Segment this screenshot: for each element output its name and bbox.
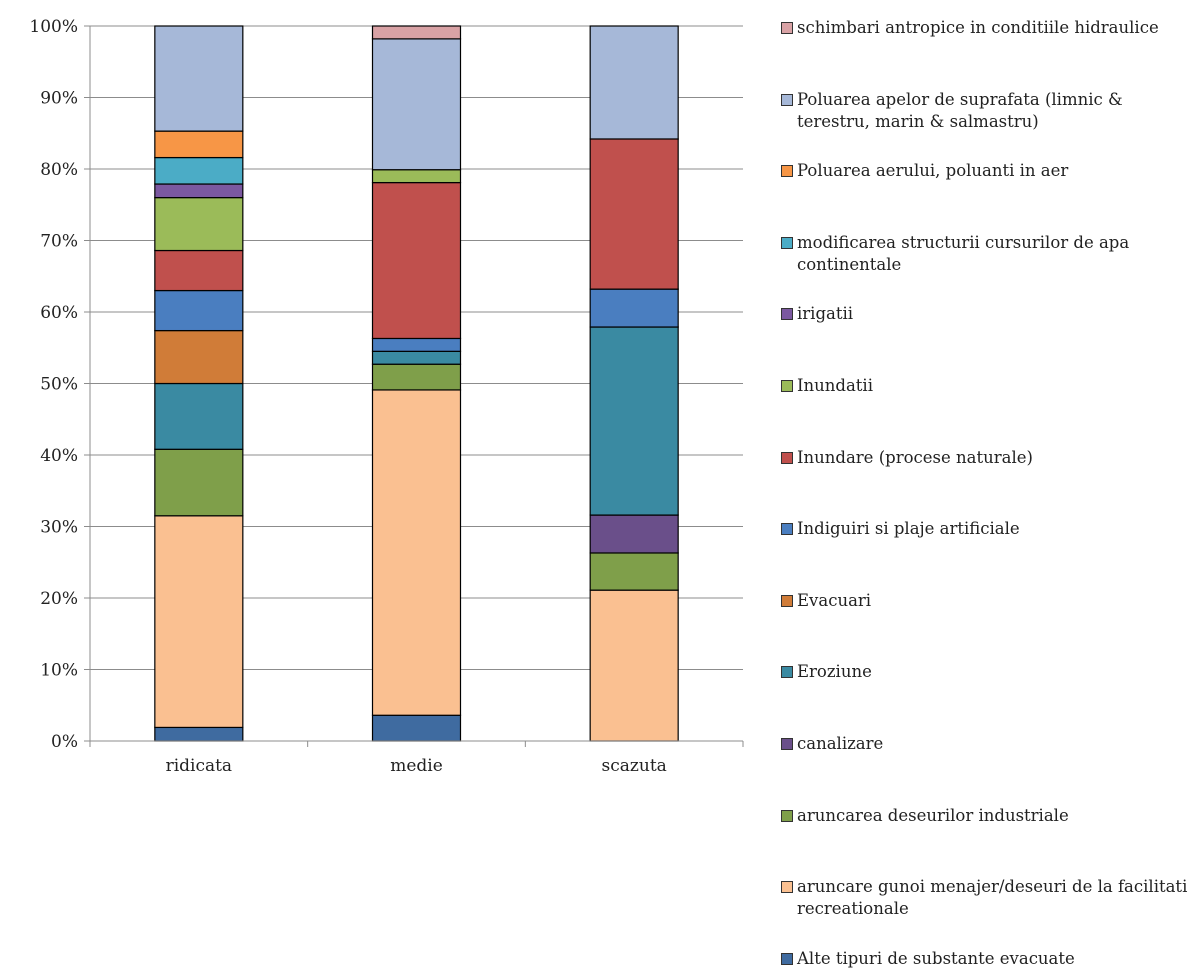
bar-segment [589,552,679,591]
y-tick-label: 100% [29,17,78,37]
bar-segment [371,181,462,340]
legend-swatch [781,380,793,392]
legend-swatch [781,594,793,607]
legend-item: schimbari antropice in conditiile hidrau… [781,17,1189,39]
legend-label: aruncarea deseurilor industriale [797,805,1069,825]
legend-label: Indiguiri si plaje artificiale [797,519,1020,539]
legend-swatch [781,738,793,750]
legend-label: Poluarea aerului, poluanti in aer [797,161,1069,181]
legend-swatch [781,165,793,178]
bar-segment [154,448,244,517]
legend-item: Inundare (procese naturale) [781,447,1189,469]
bar-segment [371,38,462,171]
legend: schimbari antropice in conditiile hidrau… [781,17,1195,968]
legend-item: aruncarea deseurilor industriale [781,805,1189,827]
y-tick-label: 90% [40,89,78,109]
legend-item: Inundatii [781,375,1189,397]
y-tick-label: 80% [40,160,78,180]
y-tick-label: 0% [51,732,78,752]
legend-swatch [781,666,793,679]
bar-segment [154,329,244,385]
legend-label: canalizare [797,734,884,753]
legend-swatch [781,93,793,106]
legend-swatch [781,809,793,822]
bar-segment [589,138,679,290]
legend-swatch [781,881,793,894]
legend-item: modificarea structurii cursurilor de apa… [781,232,1189,276]
bar-segment [154,249,244,292]
legend-label: aruncare gunoi menajer/deseuri de la fac… [797,877,1188,919]
legend-label: Inundare (procese naturale) [797,447,1033,467]
legend-label: schimbari antropice in conditiile hidrau… [797,18,1159,37]
x-category-label: ridicata [166,756,233,776]
y-tick-label: 60% [40,303,78,323]
y-tick-label: 10% [40,661,78,681]
y-tick-label: 70% [40,232,78,252]
legend-item: Indiguiri si plaje artificiale [781,518,1189,540]
bar-segment [589,326,679,516]
bar-segment [154,156,244,185]
chart-area: 0% 10% 20% 30% 40% 50% 60% 70% 80% 90% 100% ridicat… [29,17,1195,968]
legend-label: irigatii [797,304,854,324]
legend-swatch [781,236,793,249]
bar-segment [371,169,462,184]
bar-segment [154,25,244,132]
bar-segment [589,514,679,554]
bar-segment [154,289,244,332]
bar-segment [154,515,244,729]
legend-item: Poluarea apelor de suprafata (limnic & t… [781,89,1189,133]
bar-segment [589,589,679,742]
legend-item: Evacuari [781,590,1189,612]
bar-segment [154,382,244,450]
legend-item: Eroziune [781,661,1189,683]
bar-segment [371,25,462,40]
bar-segment [589,288,679,328]
bars [154,25,679,742]
y-tick-label: 50% [40,375,78,395]
legend-label: Alte tipuri de substante evacuate [797,948,1075,968]
legend-item: canalizare [781,733,1189,755]
x-category-label: scazuta [602,756,667,776]
legend-label: Eroziune [797,662,872,682]
legend-item: Poluarea aerului, poluanti in aer [781,160,1189,182]
y-tick-label: 40% [40,446,78,466]
bar-segment [371,350,462,365]
x-category-label: medie [390,756,443,776]
y-tick-label: 30% [40,518,78,538]
legend-swatch [781,952,793,965]
legend-swatch [781,451,793,464]
legend-swatch [781,308,793,321]
legend-swatch [781,523,793,536]
legend-item: aruncare gunoi menajer/deseuri de la fac… [781,876,1189,920]
legend-label: Evacuari [797,590,872,610]
axes: 0% 10% 20% 30% 40% 50% 60% 70% 80% 90% 100% ridicat… [29,17,744,776]
bar-segment [589,25,679,140]
stacked-bar-chart: 0% 10% 20% 30% 40% 50% 60% 70% 80% 90% 100% ridicat… [29,17,744,776]
y-tick-label: 20% [40,589,78,609]
bar-segment [154,197,244,252]
legend-label: Poluarea apelor de suprafata (limnic & t… [797,89,1123,131]
legend-swatch [781,22,793,34]
bar-segment [371,714,462,742]
bar-segment [371,363,462,391]
bar-segment [371,337,462,352]
legend-item: irigatii [781,303,1189,325]
bar-segment [154,183,244,199]
legend-label: Inundatii [797,376,873,395]
bar-segment [154,726,244,742]
legend-item: Alte tipuri de substante evacuate [781,948,1189,970]
bar-segment [154,130,244,159]
bar-segment [371,389,462,716]
legend-label: modificarea structurii cursurilor de apa… [797,232,1130,274]
